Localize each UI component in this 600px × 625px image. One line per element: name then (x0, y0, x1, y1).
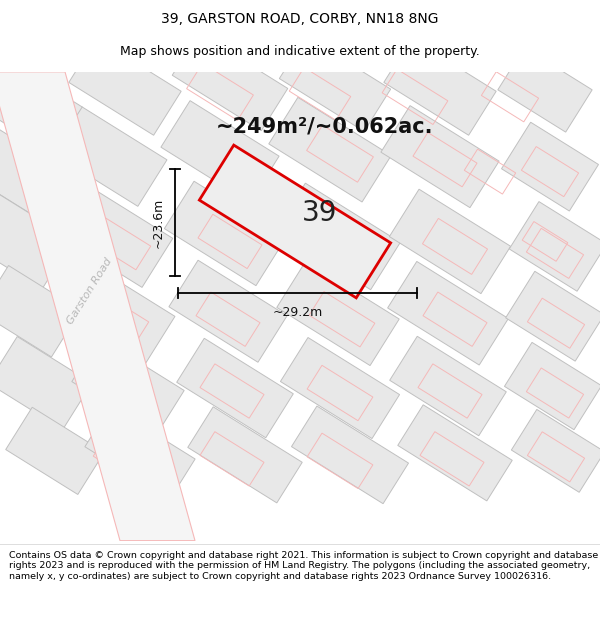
Polygon shape (0, 72, 195, 541)
Polygon shape (0, 126, 65, 218)
Text: Contains OS data © Crown copyright and database right 2021. This information is : Contains OS data © Crown copyright and d… (9, 551, 598, 581)
Polygon shape (280, 36, 391, 131)
Text: Garston Road: Garston Road (65, 256, 115, 326)
Polygon shape (161, 101, 279, 202)
Text: 39, GARSTON ROAD, CORBY, NN18 8NG: 39, GARSTON ROAD, CORBY, NN18 8NG (161, 12, 439, 26)
Polygon shape (389, 189, 511, 294)
Polygon shape (176, 338, 293, 437)
Polygon shape (169, 260, 287, 362)
Polygon shape (172, 33, 288, 131)
Polygon shape (0, 194, 73, 289)
Text: ~23.6m: ~23.6m (152, 198, 165, 248)
Polygon shape (292, 406, 409, 504)
Polygon shape (280, 338, 400, 439)
Polygon shape (57, 186, 173, 288)
Polygon shape (275, 183, 400, 290)
Polygon shape (277, 261, 399, 366)
Polygon shape (85, 406, 195, 499)
Text: 39: 39 (302, 199, 338, 228)
Text: ~29.2m: ~29.2m (272, 306, 323, 319)
Polygon shape (6, 408, 104, 494)
Polygon shape (502, 122, 598, 211)
Polygon shape (269, 98, 391, 202)
Polygon shape (398, 405, 512, 501)
Polygon shape (384, 38, 496, 135)
Polygon shape (53, 107, 167, 206)
Polygon shape (505, 342, 600, 430)
Polygon shape (69, 38, 181, 135)
Polygon shape (0, 336, 92, 429)
Polygon shape (389, 336, 506, 436)
Polygon shape (0, 266, 80, 357)
Polygon shape (506, 271, 600, 361)
Polygon shape (498, 48, 592, 132)
Polygon shape (388, 261, 508, 365)
Polygon shape (188, 407, 302, 503)
Polygon shape (511, 409, 600, 492)
Text: ~249m²/~0.062ac.: ~249m²/~0.062ac. (216, 117, 434, 137)
Polygon shape (381, 106, 499, 208)
Polygon shape (0, 60, 83, 154)
Polygon shape (61, 264, 175, 363)
Text: Map shows position and indicative extent of the property.: Map shows position and indicative extent… (120, 45, 480, 58)
Polygon shape (199, 145, 391, 298)
Polygon shape (164, 181, 286, 286)
Polygon shape (509, 202, 600, 291)
Polygon shape (72, 338, 184, 434)
